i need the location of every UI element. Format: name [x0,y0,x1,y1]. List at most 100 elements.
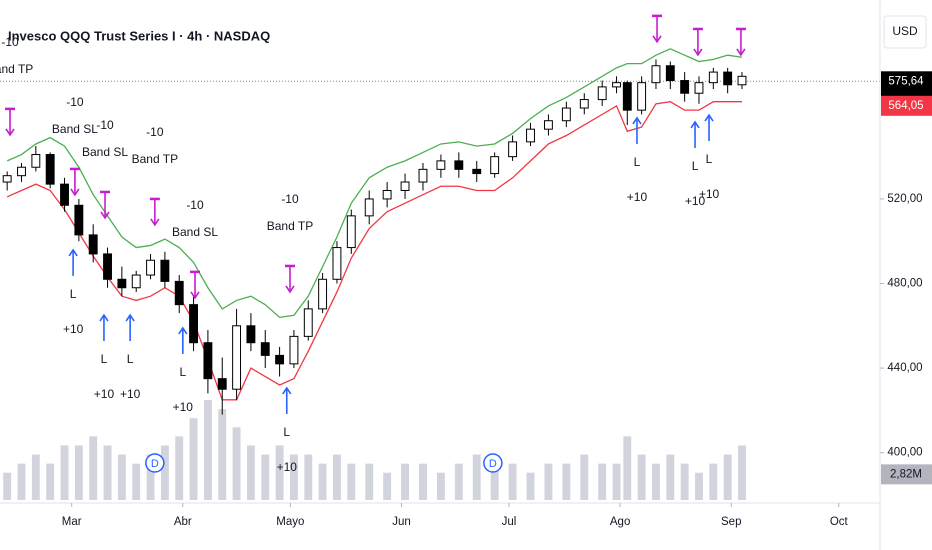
volume-bar [562,463,571,500]
volume-bar [383,472,392,500]
y-tick-label: 440,00 [887,362,922,374]
candle-body [117,278,127,289]
signal-arrowhead [70,188,80,197]
volume-bar [419,463,427,500]
signal-arrowhead [68,248,78,257]
signal-arrowhead [99,313,109,322]
signal-arrowhead [632,116,642,125]
signal-text: Band TP [132,152,178,166]
candle-body [490,156,500,175]
candle-body [189,304,199,344]
candle-body [622,82,632,111]
candle-body [260,342,270,356]
candle-body [665,65,675,82]
candle-body [103,253,112,280]
price-label-box [881,95,932,116]
volume-bar [637,454,646,500]
y-tick-label: 520,00 [887,193,922,205]
volume-bar [203,400,212,500]
candle-body [708,71,718,84]
currency-box[interactable] [883,15,927,49]
candle-body [289,335,299,365]
volume-bar [46,463,55,500]
volume-bar [3,472,12,500]
volume-bar [347,463,356,500]
signal-text: +10 [63,322,84,336]
signal-text: Band SL [172,225,218,239]
candle-body [723,71,733,86]
signal-arrowhead [736,48,746,57]
signal-text: +10 [277,460,298,474]
signal-text: L [101,352,108,366]
candle-body [561,107,571,122]
candle-body [472,168,482,175]
volume-bar [60,445,69,500]
signal-arrowhead [690,120,700,129]
candle-body [637,82,647,111]
candle-body [275,354,285,365]
candle-body [318,278,328,310]
candle-body [346,215,356,249]
x-tick-label: Oct [830,516,849,528]
candle-body [651,65,661,84]
signal-text: L [634,155,641,169]
volume-bar [304,454,313,500]
volume-bar [680,463,689,500]
signal-text: Band SL [82,145,128,159]
x-tick-label: Jun [392,516,411,528]
candle-body [88,234,98,255]
signal-text: L [179,365,186,379]
volume-label-box [881,464,932,485]
candle-body [203,342,213,380]
volume-bar [598,463,607,500]
currency: USD [892,24,918,38]
candle-body [2,175,12,183]
signal-arrowhead [704,113,714,122]
x-tick-label: Sep [721,516,741,528]
candle-body [454,160,464,170]
y-tick-label: 400,00 [887,447,922,459]
candle-body [382,189,392,200]
dividend-marker [483,453,503,473]
candle-body [31,154,41,168]
volume-bar [723,454,732,500]
volume-bar [246,445,255,500]
candle-body [612,82,621,88]
signal-text: Band TP [267,219,313,233]
candle-body [579,99,589,109]
x-tick-label: Jul [502,516,517,528]
candle-body [400,181,410,191]
signal-arrowhead [190,291,200,300]
candle-body [303,308,313,337]
price-label: 564,05 [888,100,923,112]
signal-text: -10 [1,35,19,49]
signal-text: L [127,352,134,366]
candle-body [436,160,446,170]
signal-text: -10 [281,192,299,206]
candle-body [232,325,242,390]
dividend-marker [145,453,165,473]
volume-bar [526,472,535,500]
volume-label: 2,82M [890,468,922,480]
price-label: 575,64 [888,75,924,87]
signal-text: L [283,425,290,439]
signal-text: -10 [66,95,84,109]
volume-bar [218,409,227,500]
signal-text: +10 [94,387,115,401]
volume-bar [333,454,341,500]
signal-arrowhead [652,35,662,44]
candle-body [680,80,690,94]
volume-bar [580,454,589,500]
x-tick-label: Mayo [276,516,304,528]
volume-bar [544,463,553,500]
candle-body [364,198,374,217]
candle-body [131,274,141,289]
volume-bar [232,427,241,500]
volume-bar [365,463,374,500]
candle-body [694,82,704,94]
signal-text: +10 [120,387,141,401]
dividend-label: D [489,458,497,470]
volume-bar [666,454,675,500]
volume-bar [132,463,141,500]
